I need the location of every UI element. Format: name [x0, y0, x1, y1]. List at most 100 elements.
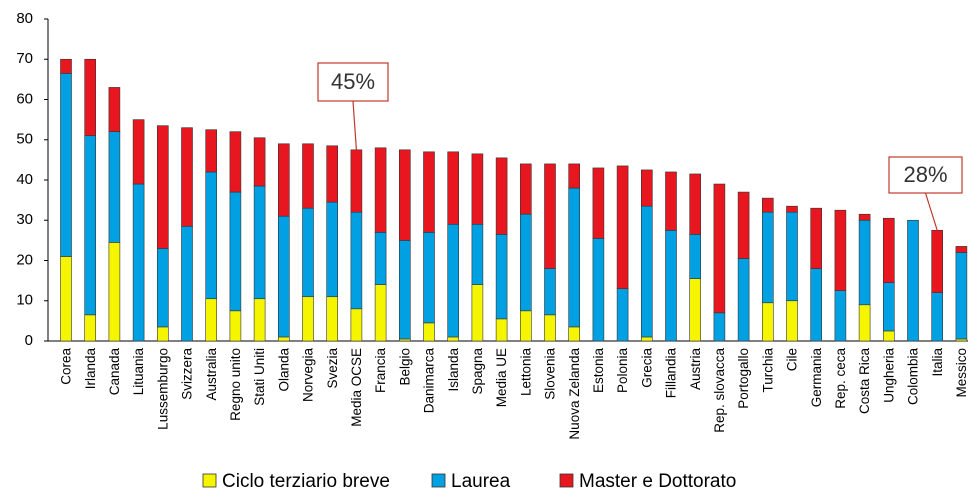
bar-segment: [374, 232, 387, 285]
bar-segment: [326, 201, 339, 298]
bar-segment: [229, 191, 242, 312]
x-tick-label: Polonia: [615, 348, 630, 394]
bar-segment: [713, 312, 726, 342]
bar-segment: [689, 278, 702, 342]
x-tick-label: Costa Rica: [857, 348, 872, 415]
bar-segment: [761, 211, 774, 304]
bar-segment: [350, 308, 363, 342]
bar-segment: [84, 58, 96, 137]
x-tick-label: Corea: [59, 348, 74, 385]
bar-segment: [810, 268, 823, 342]
bar-segment: [253, 185, 266, 300]
x-tick-label: Regno unito: [228, 348, 243, 421]
bar-segment: [544, 268, 556, 316]
x-tick-label: Lettonia: [518, 348, 533, 397]
bar-segment: [786, 300, 798, 342]
bar-segment: [447, 223, 460, 338]
bar-segment: [858, 304, 871, 342]
y-tick-label: 20: [16, 251, 33, 268]
bar-segment: [519, 213, 532, 312]
legend-swatch: [202, 473, 217, 488]
bar-segment: [616, 288, 629, 342]
x-tick-label: Media UE: [494, 348, 509, 407]
bar-segment: [302, 143, 314, 209]
annotation-leader: [924, 192, 938, 231]
bar-segment: [882, 330, 895, 342]
bar-segment: [592, 167, 605, 239]
bar-segment: [810, 207, 823, 269]
bar-segment: [834, 209, 847, 291]
bar-segment: [834, 290, 847, 342]
bar-segment: [108, 131, 121, 243]
x-tick-label: Norvegia: [301, 348, 316, 403]
bar-segment: [60, 73, 72, 257]
bar-segment: [84, 135, 96, 316]
y-tick-label: 30: [16, 211, 33, 228]
bar-segment: [398, 240, 411, 340]
bar-segment: [60, 256, 72, 342]
y-tick-label: 70: [16, 50, 33, 67]
bar-segment: [205, 129, 217, 173]
bar-segment: [665, 171, 677, 231]
x-tick-label: Colombia: [906, 348, 921, 406]
bar-segment: [374, 147, 387, 233]
bar-segment: [60, 58, 72, 74]
bar-segment: [132, 119, 145, 185]
x-tick-label: Nuova Zelanda: [567, 348, 582, 440]
bar-segment: [205, 171, 217, 300]
bar-segment: [955, 246, 968, 253]
bar-segment: [277, 215, 290, 338]
bar-segment: [205, 298, 217, 342]
x-tick-label: Fillandia: [664, 348, 679, 399]
bar-segment: [495, 234, 508, 320]
x-tick-label: Ungheria: [881, 348, 896, 403]
x-tick-label: Estonia: [591, 348, 606, 394]
bar-segment: [737, 258, 750, 342]
bar-segment: [302, 296, 314, 342]
bar-segment: [157, 326, 169, 342]
x-tick-label: Rep. slovacca: [712, 348, 727, 433]
x-tick-label: Belgio: [397, 348, 412, 386]
bar-segment: [689, 173, 702, 235]
bar-segment: [229, 131, 242, 193]
y-tick-label: 60: [16, 90, 33, 107]
bar-segment: [132, 183, 145, 342]
bar-segment: [882, 217, 895, 283]
x-tick-label: Portogallo: [736, 348, 751, 409]
legend-swatch: [431, 473, 446, 488]
bar-segment: [84, 314, 96, 342]
bar-segment: [786, 205, 798, 213]
bar-segment: [858, 213, 871, 221]
bar-segment: [398, 149, 411, 241]
x-tick-label: Stati Uniti: [252, 348, 267, 406]
annotation-box: [888, 156, 963, 194]
bar-segment: [277, 143, 290, 217]
bar-segment: [955, 252, 968, 340]
x-tick-label: Slovenia: [543, 348, 558, 400]
legend-label: Laurea: [451, 471, 511, 492]
bar-segment: [374, 284, 387, 342]
x-tick-label: Svezia: [325, 348, 340, 389]
bar-segment: [568, 163, 581, 189]
bar-segment: [181, 127, 193, 227]
bar-segment: [471, 284, 484, 342]
bar-segment: [761, 197, 774, 213]
x-tick-label: Turchia: [760, 348, 775, 393]
bar-segment: [592, 238, 605, 342]
bar-segment: [350, 211, 363, 310]
x-tick-label: Media OCSE: [349, 348, 364, 427]
bar-segment: [761, 302, 774, 342]
bar-segment: [108, 87, 121, 133]
x-tick-label: Danimarca: [422, 348, 437, 414]
x-tick-label: Svizzera: [180, 348, 195, 400]
bar-segment: [519, 163, 532, 215]
bar-segment: [713, 183, 726, 314]
bar-segment: [447, 151, 460, 225]
bar-segment: [544, 163, 556, 269]
legend-label: Ciclo terziario breve: [222, 471, 390, 492]
x-tick-label: Lituania: [131, 348, 146, 396]
bar-segment: [931, 292, 944, 342]
bar-segment: [302, 207, 314, 298]
bar-segment: [398, 338, 411, 342]
bar-segment: [350, 149, 363, 213]
